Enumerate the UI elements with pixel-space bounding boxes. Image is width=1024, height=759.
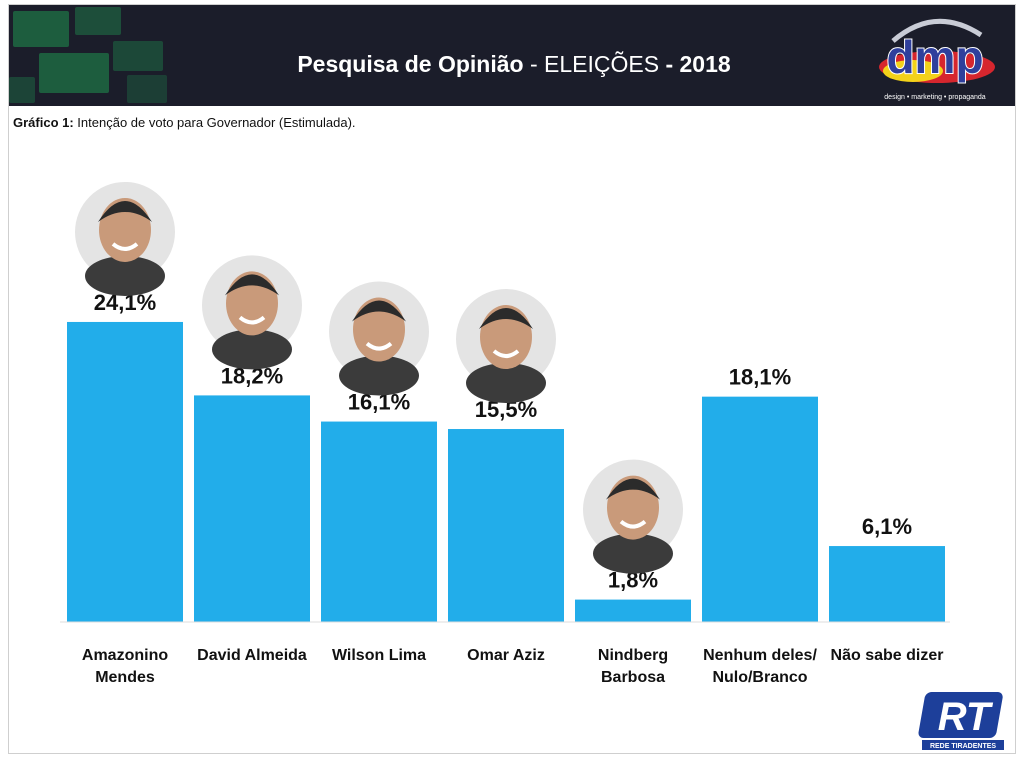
decor-tile xyxy=(39,53,109,93)
bar xyxy=(575,599,691,622)
dmp-logo-tagline: design • marketing • propaganda xyxy=(884,94,986,101)
title-part2: - ELEIÇÕES xyxy=(523,51,666,77)
omar-photo-icon xyxy=(456,289,556,404)
rede-tiradentes-logo: RT REDE TIRADENTES xyxy=(918,692,1004,750)
decor-tile xyxy=(113,41,163,71)
rt-logo-caption: REDE TIRADENTES xyxy=(930,743,996,750)
category-label: Omar Aziz xyxy=(467,647,545,664)
chart-subtitle: Gráfico 1: Intenção de voto para Governa… xyxy=(13,115,356,130)
wilson-photo-icon xyxy=(329,281,429,396)
title-part1: Pesquisa de Opinião xyxy=(297,51,524,77)
bar xyxy=(67,321,183,622)
category-label: Wilson Lima xyxy=(332,647,426,664)
category-label: Barbosa xyxy=(601,669,665,686)
decor-tile xyxy=(75,7,121,35)
nindberg-photo-icon xyxy=(583,459,683,574)
page-title: Pesquisa de Opinião - ELEIÇÕES - 2018 xyxy=(189,51,839,78)
title-part3: - 2018 xyxy=(665,51,731,77)
category-label: Nulo/Branco xyxy=(712,669,807,686)
data-label: 6,1% xyxy=(862,514,912,539)
subtitle-label: Gráfico 1: xyxy=(13,115,74,130)
bar xyxy=(321,421,437,622)
decor-tile xyxy=(13,11,69,47)
decor-tile xyxy=(9,77,35,103)
david-photo-icon xyxy=(202,255,302,370)
dmp-logo: dmp design • marketing • propaganda xyxy=(879,18,995,101)
amazonino-photo-icon xyxy=(75,181,175,296)
bar xyxy=(829,546,945,622)
category-label: Nenhum deles/ xyxy=(703,647,817,664)
bar xyxy=(702,396,818,622)
category-label: Nindberg xyxy=(598,647,668,664)
bar xyxy=(448,429,564,622)
bar xyxy=(194,395,310,622)
category-label: Mendes xyxy=(95,669,155,686)
category-label: Não sabe dizer xyxy=(831,647,944,664)
category-label: Amazonino xyxy=(82,647,168,664)
rt-logo-text: RT xyxy=(938,695,994,739)
category-label: David Almeida xyxy=(197,647,307,664)
decor-tile xyxy=(127,75,167,103)
header-banner: Pesquisa de Opinião - ELEIÇÕES - 2018 dm… xyxy=(9,5,1015,106)
dmp-logo-text: dmp xyxy=(886,31,983,83)
subtitle-text: Intenção de voto para Governador (Estimu… xyxy=(73,115,356,130)
data-label: 18,1% xyxy=(729,365,791,390)
